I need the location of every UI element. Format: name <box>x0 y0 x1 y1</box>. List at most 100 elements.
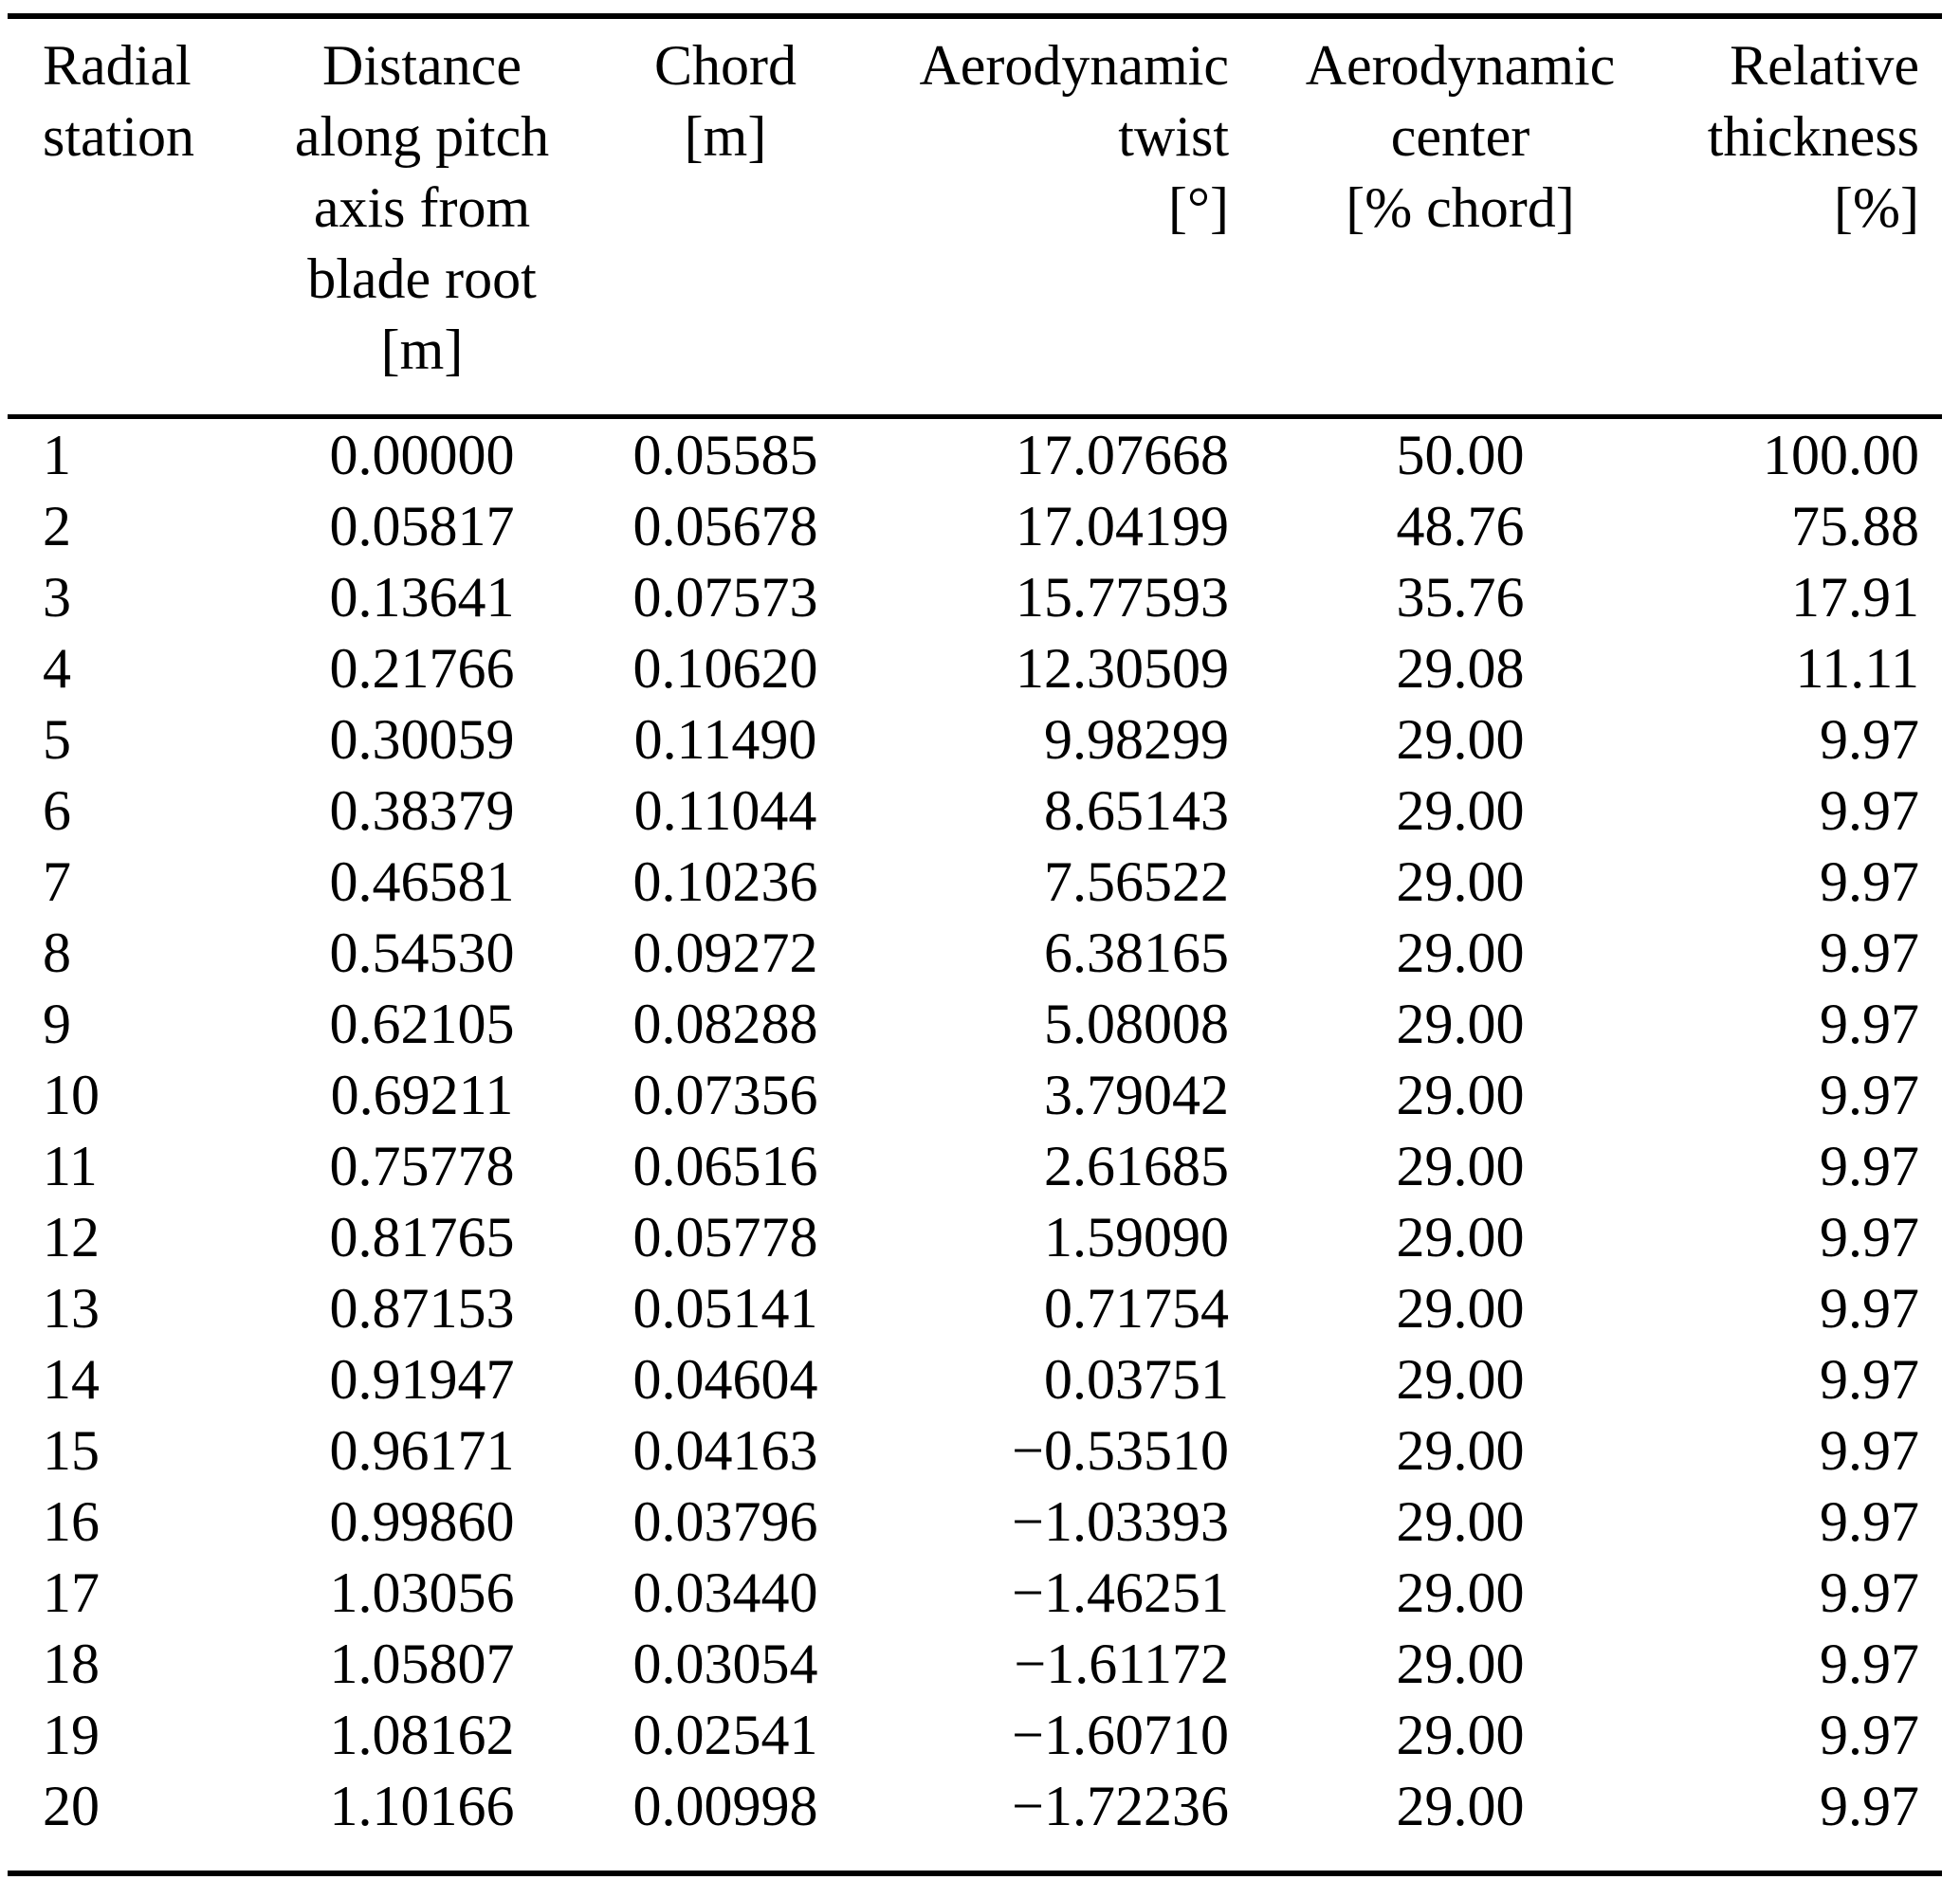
table-cell: 7.56522 <box>1044 850 1229 913</box>
table-row: 15 0.96171 0.04163 −0.53510 29.00 9.97 <box>43 1415 1960 1487</box>
table-header-row: Radial station Distance along pitch axis… <box>43 30 1960 386</box>
table-row: 11 0.75778 0.06516 2.61685 29.00 9.97 <box>43 1131 1960 1202</box>
table-cell: 14 <box>43 1348 100 1411</box>
table-cell: 0.05778 <box>632 1206 818 1268</box>
table-cell: 9.97 <box>1820 1419 1919 1482</box>
table-cell: 1.05807 <box>329 1633 515 1695</box>
table-cell: 0.00000 <box>329 424 515 486</box>
table-cell: 9.97 <box>1820 779 1919 842</box>
column-header-radial-station: Radial station <box>43 34 194 168</box>
table-cell: 6.38165 <box>1044 922 1229 984</box>
table-row: 10 0.69211 0.07356 3.79042 29.00 9.97 <box>43 1060 1960 1131</box>
table-cell: 17 <box>43 1561 100 1624</box>
table-row: 1 0.00000 0.05585 17.07668 50.00 100.00 <box>43 420 1960 491</box>
table-cell: 5.08008 <box>1044 993 1229 1055</box>
table-cell: 17.07668 <box>1016 424 1229 486</box>
table-cell: 0.04163 <box>632 1419 818 1482</box>
table-row: 8 0.54530 0.09272 6.38165 29.00 9.97 <box>43 918 1960 989</box>
table-cell: 0.06516 <box>632 1135 818 1197</box>
table-row: 4 0.21766 0.10620 12.30509 29.08 11.11 <box>43 633 1960 704</box>
table-cell: 8 <box>43 922 71 984</box>
table-row: 9 0.62105 0.08288 5.08008 29.00 9.97 <box>43 989 1960 1060</box>
table-cell: −1.46251 <box>1012 1561 1229 1624</box>
table-cell: 29.00 <box>1396 708 1525 771</box>
table-cell: 9.97 <box>1820 1775 1919 1837</box>
column-header-chord: Chord [m] <box>654 34 797 168</box>
table-cell: 0.54530 <box>329 922 515 984</box>
table-cell: 0.96171 <box>329 1419 515 1482</box>
table-cell: 0.30059 <box>329 708 515 771</box>
table-row: 12 0.81765 0.05778 1.59090 29.00 9.97 <box>43 1202 1960 1273</box>
table-cell: 10 <box>43 1064 100 1126</box>
table-cell: 0.05585 <box>632 424 818 486</box>
table-cell: 0.11044 <box>633 779 817 842</box>
table-cell: 29.00 <box>1396 1561 1525 1624</box>
table-cell: 29.00 <box>1396 1348 1525 1411</box>
table-cell: 9.97 <box>1820 1348 1919 1411</box>
table-cell: 29.00 <box>1396 922 1525 984</box>
table-cell: 9.97 <box>1820 708 1919 771</box>
table-cell: 9.97 <box>1820 993 1919 1055</box>
table-cell: 0.00998 <box>632 1775 818 1837</box>
table-row: 20 1.10166 0.00998 −1.72236 29.00 9.97 <box>43 1771 1960 1842</box>
table-cell: 1 <box>43 424 71 486</box>
table-cell: 0.11490 <box>633 708 817 771</box>
table-cell: 0.10236 <box>632 850 818 913</box>
table-cell: 48.76 <box>1396 495 1525 557</box>
table-cell: 12.30509 <box>1016 637 1229 700</box>
table-row: 16 0.99860 0.03796 −1.03393 29.00 9.97 <box>43 1487 1960 1558</box>
table-cell: 1.03056 <box>329 1561 515 1624</box>
table-cell: 11 <box>43 1135 98 1197</box>
table-cell: 75.88 <box>1791 495 1919 557</box>
table-cell: −0.53510 <box>1012 1419 1229 1482</box>
table-cell: 16 <box>43 1490 100 1553</box>
table-cell: 0.03054 <box>632 1633 818 1695</box>
table-cell: 29.00 <box>1396 1064 1525 1126</box>
table-cell: 9.97 <box>1820 1490 1919 1553</box>
table-top-rule <box>8 13 1942 19</box>
table-cell: 9.97 <box>1820 1064 1919 1126</box>
table-cell: 0.09272 <box>632 922 818 984</box>
table-cell: 35.76 <box>1396 566 1525 629</box>
table-cell: 17.91 <box>1791 566 1919 629</box>
table-cell: 15 <box>43 1419 100 1482</box>
table-cell: 29.00 <box>1396 993 1525 1055</box>
table-cell: 0.99860 <box>329 1490 515 1553</box>
table-cell: 9.97 <box>1820 1561 1919 1624</box>
table-cell: 3.79042 <box>1044 1064 1229 1126</box>
table-cell: 19 <box>43 1704 100 1766</box>
table-cell: 0.05678 <box>632 495 818 557</box>
table-cell: 2 <box>43 495 71 557</box>
table-cell: 1.10166 <box>329 1775 515 1837</box>
table-cell: 0.10620 <box>632 637 818 700</box>
table-row: 17 1.03056 0.03440 −1.46251 29.00 9.97 <box>43 1558 1960 1629</box>
table-cell: 12 <box>43 1206 100 1268</box>
table-cell: 1.08162 <box>329 1704 515 1766</box>
table-cell: 29.00 <box>1396 1135 1525 1197</box>
table-cell: 29.00 <box>1396 1277 1525 1340</box>
table-cell: 29.00 <box>1396 1419 1525 1482</box>
table-cell: 29.08 <box>1396 637 1525 700</box>
table-cell: 7 <box>43 850 71 913</box>
table-cell: 0.03440 <box>632 1561 818 1624</box>
table-cell: 29.00 <box>1396 1775 1525 1837</box>
table-cell: 0.91947 <box>329 1348 515 1411</box>
table-cell: 0.75778 <box>329 1135 515 1197</box>
table-cell: 0.08288 <box>632 993 818 1055</box>
table-cell: 0.03751 <box>1044 1348 1229 1411</box>
table-cell: 0.71754 <box>1044 1277 1229 1340</box>
table-row: 13 0.87153 0.05141 0.71754 29.00 9.97 <box>43 1273 1960 1344</box>
table-cell: −1.60710 <box>1012 1704 1229 1766</box>
table-cell: 29.00 <box>1396 1704 1525 1766</box>
table-cell: 29.00 <box>1396 850 1525 913</box>
table-cell: 8.65143 <box>1044 779 1229 842</box>
table-cell: 29.00 <box>1396 1633 1525 1695</box>
table-row: 5 0.30059 0.11490 9.98299 29.00 9.97 <box>43 704 1960 776</box>
table-row: 14 0.91947 0.04604 0.03751 29.00 9.97 <box>43 1344 1960 1415</box>
table-cell: 0.05817 <box>329 495 515 557</box>
table-cell: 9.97 <box>1820 1206 1919 1268</box>
table-row: 7 0.46581 0.10236 7.56522 29.00 9.97 <box>43 847 1960 918</box>
table-cell: 29.00 <box>1396 1206 1525 1268</box>
table-cell: 15.77593 <box>1016 566 1229 629</box>
